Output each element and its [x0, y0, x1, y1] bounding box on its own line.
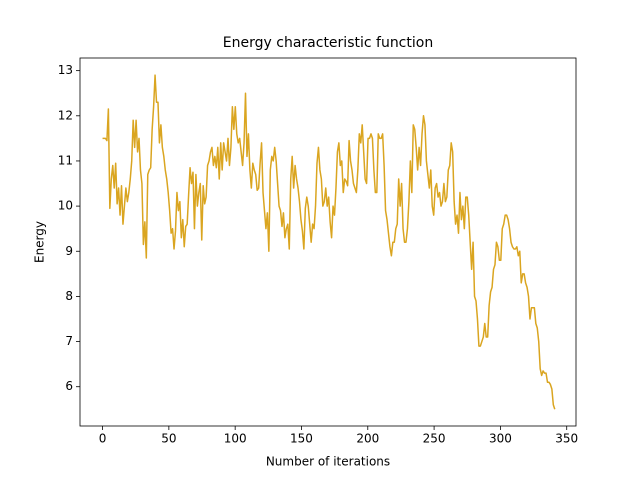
- x-axis-label: Number of iterations: [266, 455, 390, 469]
- y-axis-label: Energy: [33, 221, 47, 263]
- x-tick-label: 150: [290, 432, 313, 446]
- x-tick-label: 350: [555, 432, 578, 446]
- x-tick-label: 100: [224, 432, 247, 446]
- y-tick-label: 13: [58, 63, 73, 77]
- x-tick-label: 0: [99, 432, 107, 446]
- y-tick-label: 6: [65, 379, 73, 393]
- chart-title: Energy characteristic function: [223, 35, 433, 51]
- x-tick-label: 300: [489, 432, 512, 446]
- x-tick-label: 250: [423, 432, 446, 446]
- y-tick-label: 8: [65, 289, 73, 303]
- data-line: [102, 74, 556, 410]
- y-tick-label: 7: [65, 334, 73, 348]
- x-tick-label: 200: [356, 432, 379, 446]
- plot-frame: [79, 57, 577, 427]
- y-tick-label: 9: [65, 244, 73, 258]
- x-tick-label: 50: [161, 432, 176, 446]
- y-tick-label: 10: [58, 199, 73, 213]
- y-tick-label: 12: [58, 108, 73, 122]
- y-tick-label: 11: [58, 153, 73, 167]
